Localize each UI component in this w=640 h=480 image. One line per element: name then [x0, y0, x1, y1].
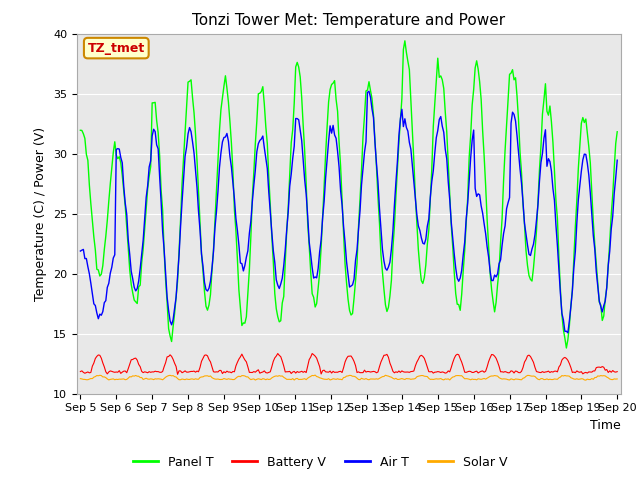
- Panel T: [77, 127, 84, 133]
- Solar V: [613, 376, 621, 382]
- Line: Solar V: Solar V: [81, 375, 617, 380]
- Text: TZ_tmet: TZ_tmet: [88, 42, 145, 55]
- Air T: [77, 248, 84, 254]
- Panel T: [613, 129, 621, 134]
- Solar V: [77, 376, 84, 382]
- Air T: [564, 330, 572, 336]
- Line: Air T: Air T: [81, 91, 617, 333]
- Battery V: [265, 370, 273, 375]
- Y-axis label: Temperature (C) / Power (V): Temperature (C) / Power (V): [35, 127, 47, 300]
- Solar V: [142, 375, 150, 381]
- Solar V: [264, 376, 271, 382]
- Battery V: [238, 351, 246, 357]
- Air T: [255, 141, 262, 146]
- Battery V: [586, 369, 594, 375]
- Panel T: [237, 305, 244, 311]
- Battery V: [142, 369, 150, 375]
- Solar V: [311, 372, 319, 378]
- Battery V: [308, 351, 316, 357]
- Air T: [142, 194, 150, 200]
- Battery V: [613, 369, 621, 374]
- Panel T: [401, 38, 409, 44]
- Battery V: [77, 369, 84, 374]
- Panel T: [586, 160, 594, 166]
- Solar V: [586, 377, 594, 383]
- Air T: [311, 274, 319, 280]
- Line: Battery V: Battery V: [81, 354, 617, 374]
- Solar V: [237, 374, 244, 380]
- Battery V: [173, 372, 181, 377]
- Line: Panel T: Panel T: [81, 41, 617, 348]
- Solar V: [582, 377, 589, 383]
- Battery V: [314, 360, 322, 365]
- Air T: [365, 88, 373, 94]
- Panel T: [311, 304, 319, 310]
- Air T: [237, 260, 244, 266]
- Panel T: [142, 206, 150, 212]
- Battery V: [256, 370, 264, 376]
- X-axis label: Time: Time: [590, 419, 621, 432]
- Panel T: [255, 91, 262, 97]
- Legend: Panel T, Battery V, Air T, Solar V: Panel T, Battery V, Air T, Solar V: [128, 451, 512, 474]
- Solar V: [313, 373, 321, 379]
- Air T: [586, 190, 594, 196]
- Air T: [613, 157, 621, 163]
- Air T: [264, 166, 271, 171]
- Panel T: [563, 345, 570, 351]
- Panel T: [264, 141, 271, 146]
- Solar V: [255, 376, 262, 382]
- Title: Tonzi Tower Met: Temperature and Power: Tonzi Tower Met: Temperature and Power: [192, 13, 506, 28]
